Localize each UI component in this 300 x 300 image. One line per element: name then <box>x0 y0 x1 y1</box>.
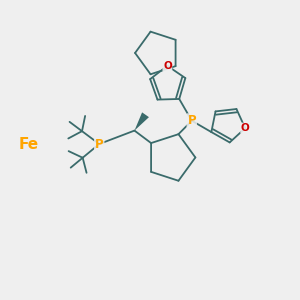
Text: O: O <box>241 123 250 133</box>
Text: P: P <box>188 114 196 127</box>
Text: O: O <box>163 61 172 71</box>
Text: Fe: Fe <box>19 136 39 152</box>
Polygon shape <box>134 112 149 130</box>
Text: P: P <box>95 137 103 151</box>
